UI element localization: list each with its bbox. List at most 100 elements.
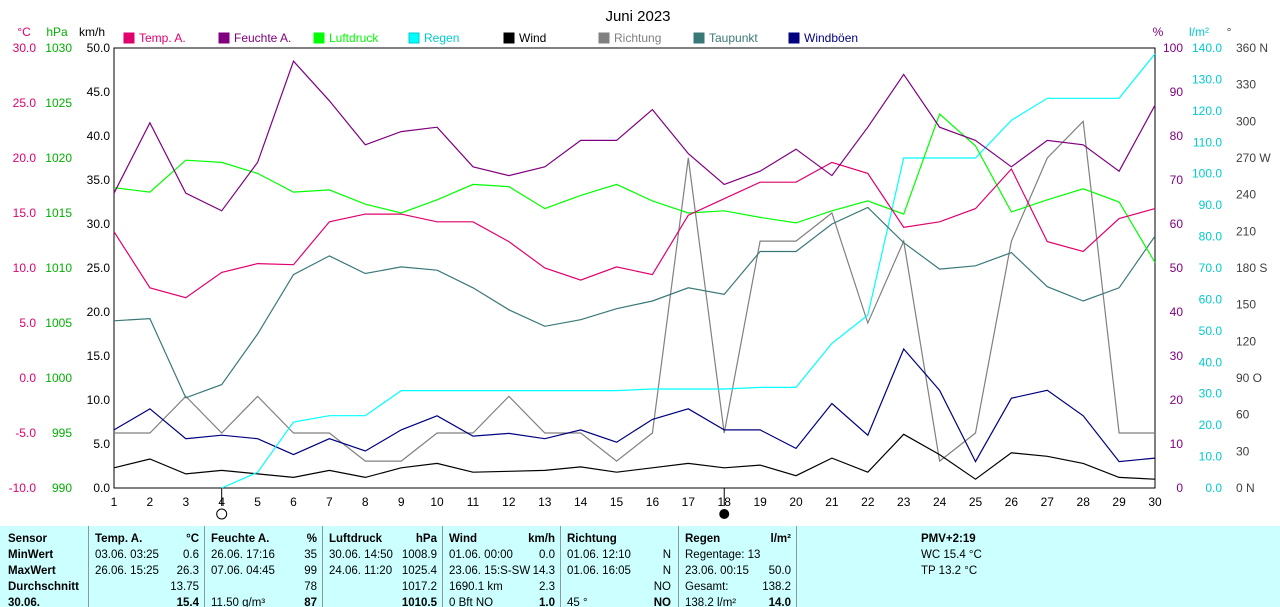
temp-head: Temp. A. [95, 533, 143, 545]
y-tick-label: 120.0 [1192, 104, 1222, 118]
y-tick-label: 15.0 [87, 349, 111, 363]
x-tick-label: 23 [897, 495, 911, 509]
pressure-max-value: 1025.4 [401, 565, 437, 577]
y-tick-label: 10.0 [1199, 450, 1223, 464]
y-tick-label: 5.0 [93, 437, 110, 451]
y-tick-label: 240 [1236, 188, 1256, 202]
x-tick-label: 28 [1077, 495, 1091, 509]
series-line-windb-en [113, 347, 1156, 463]
x-tick-label: 14 [574, 495, 588, 509]
x-tick-label: 8 [362, 495, 369, 509]
wind-min-time: 01.06. 00:00 [449, 549, 513, 561]
pressure-current-value: 1010.5 [401, 597, 437, 607]
y-tick-label: 60.0 [1199, 292, 1223, 306]
y-tick-label: 20 [1170, 393, 1184, 407]
y-tick-label: -10.0 [9, 481, 37, 495]
wind-beaufort: 0 Bft NO [449, 597, 494, 607]
y-tick-label: 270 W [1236, 151, 1271, 165]
legend-label: Temp. A. [139, 31, 186, 45]
x-tick-label: 17 [682, 495, 696, 509]
temp-min-value: 0.6 [183, 549, 199, 561]
legend-label: Taupunkt [709, 31, 758, 45]
x-tick-label: 25 [969, 495, 983, 509]
rain-unit: l/m² [770, 533, 791, 545]
y-tick-label: 40 [1170, 305, 1184, 319]
humidity-min-value: 35 [304, 549, 317, 561]
legend-swatch [313, 32, 325, 44]
y-tick-label: 40.0 [1199, 355, 1223, 369]
y-tick-label: 35.0 [87, 173, 111, 187]
y-tick-label: 995 [52, 426, 72, 440]
row-avg-label: Durchschnitt [8, 581, 79, 593]
y-tick-label: 30 [1170, 349, 1184, 363]
rain-current-value: 14.0 [768, 597, 791, 607]
series-line-regen [221, 53, 1156, 489]
temp-max-time: 26.06. 15:25 [95, 565, 159, 577]
rain-total-label: Gesamt: [685, 581, 729, 593]
legend-label: Feuchte A. [234, 31, 291, 45]
x-tick-label: 19 [753, 495, 767, 509]
y-tick-label: 330 [1236, 78, 1256, 92]
rain-total-current: 138.2 l/m² [685, 597, 737, 607]
y-tick-label: -5.0 [15, 426, 36, 440]
x-tick-label: 10 [430, 495, 444, 509]
chart-legend: Temp. A. Feuchte A. Luftdruck Regen Wind Rich… [123, 31, 858, 45]
direction-degrees: 45 ° [567, 597, 588, 607]
axis-unit-label: km/h [79, 25, 105, 39]
temp-max-value: 26.3 [176, 565, 199, 577]
x-tick-label: 7 [326, 495, 333, 509]
y-tick-label: 5.0 [19, 316, 36, 330]
x-tick-label: 11 [467, 495, 480, 509]
y-tick-label: 10.0 [13, 261, 37, 275]
axis-unit-labels: °C hPa km/h% l/m² ° [17, 25, 1231, 39]
y-tick-label: 1020 [45, 151, 72, 165]
wind-max-value: 14.3 [532, 565, 555, 577]
legend-swatch [788, 32, 800, 44]
humidity-unit: % [306, 533, 317, 545]
x-tick-label: 15 [610, 495, 624, 509]
x-tick-label: 27 [1041, 495, 1055, 509]
wind-distance: 1690.1 km [449, 581, 503, 593]
legend-swatch [218, 32, 230, 44]
summary-col-pmv: PMV+2:19 WC 15.4 °C TP 13.2 °C [796, 526, 1280, 607]
row-max-label: MaxWert [8, 565, 56, 577]
wind-min-value: 0.0 [539, 549, 555, 561]
wind-avg-value: 2.3 [539, 581, 555, 593]
y-tick-label: 180 S [1236, 261, 1267, 275]
y-tick-label: 90 O [1236, 371, 1262, 385]
temp-avg-value: 13.75 [170, 581, 199, 593]
x-tick-label: 6 [290, 495, 297, 509]
chart-title: Juni 2023 [605, 8, 670, 25]
humidity-min-time: 26.06. 17:16 [211, 549, 275, 561]
full-moon-icon [216, 508, 228, 520]
x-tick-label: 3 [182, 495, 189, 509]
y-tick-label: 50.0 [1199, 324, 1223, 338]
legend-swatch [408, 32, 420, 44]
x-tick-label: 30 [1148, 495, 1162, 509]
direction-min-value: N [662, 549, 671, 561]
y-tick-label: 1005 [45, 316, 72, 330]
chart-axes: 30.025.020.015.010.05.00.0-5.0-10.010301… [9, 41, 1271, 520]
y-tick-label: 360 N [1236, 41, 1268, 55]
legend-label: Richtung [614, 31, 661, 45]
legend-swatch [123, 32, 135, 44]
x-tick-label: 2 [147, 495, 154, 509]
humidity-avg-value: 78 [304, 581, 317, 593]
x-tick-label: 5 [254, 495, 261, 509]
y-tick-label: 15.0 [13, 206, 37, 220]
y-tick-label: 60 [1236, 408, 1250, 422]
y-tick-label: 25.0 [13, 96, 37, 110]
summary-table: Sensor MinWert MaxWert Durchschnitt 30.0… [0, 526, 1280, 607]
y-tick-label: 0.0 [1205, 481, 1222, 495]
x-tick-label: 26 [1005, 495, 1019, 509]
y-tick-label: 1010 [45, 261, 72, 275]
series-line-richtung [114, 119, 1155, 463]
row-min-label: MinWert [8, 549, 54, 561]
series-line-wind [113, 433, 1156, 480]
pressure-min-time: 30.06. 14:50 [329, 549, 393, 561]
y-tick-label: 1025 [45, 96, 72, 110]
y-tick-label: 100.0 [1192, 167, 1222, 181]
direction-min-time: 01.06. 12:10 [567, 549, 631, 561]
rain-max-value: 50.0 [768, 565, 791, 577]
legend-label: Regen [424, 31, 459, 45]
